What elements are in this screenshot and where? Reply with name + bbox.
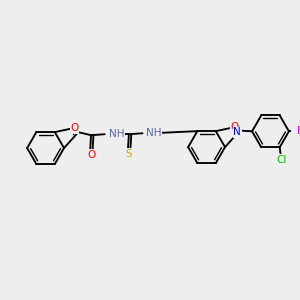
- Text: O: O: [87, 150, 95, 160]
- Text: NH: NH: [146, 128, 162, 138]
- Text: NH: NH: [109, 129, 124, 139]
- Text: O: O: [70, 123, 79, 133]
- Text: N: N: [233, 128, 241, 137]
- Text: F: F: [297, 126, 300, 136]
- Text: O: O: [231, 122, 239, 132]
- Text: S: S: [126, 148, 132, 159]
- Text: Cl: Cl: [277, 155, 287, 165]
